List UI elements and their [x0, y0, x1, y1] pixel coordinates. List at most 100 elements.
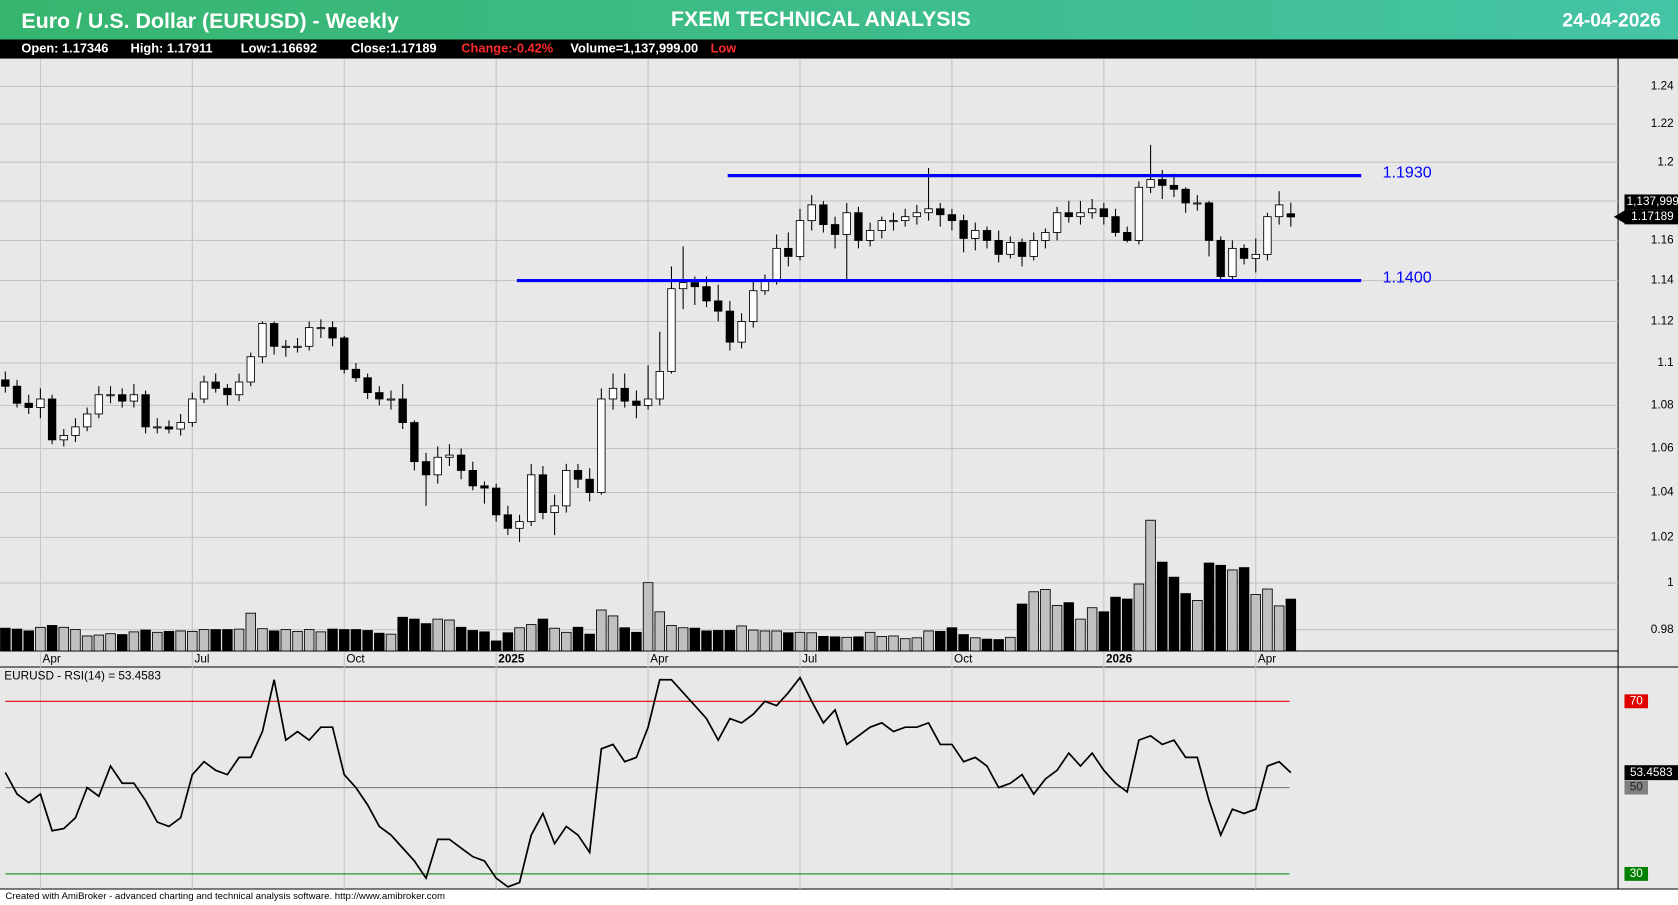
candle-body [971, 230, 980, 239]
y-tick-label: 1.06 [1651, 442, 1674, 455]
candle-body [562, 469, 571, 507]
candle-body [386, 398, 396, 401]
volume-bar [58, 626, 70, 652]
candle-body [106, 394, 115, 397]
x-tick-label: Jul [194, 653, 209, 666]
y-tick-label: 1 [1667, 576, 1674, 589]
candle-body [1204, 202, 1214, 241]
last-value-box [1624, 765, 1678, 781]
level-annotation-label: 1.1400 [1383, 269, 1432, 287]
candle-body [772, 247, 781, 281]
volume-bar [1028, 591, 1039, 652]
volume-bar [1285, 598, 1297, 652]
y-tick-label: 0.98 [1651, 623, 1674, 636]
candle-body [819, 204, 828, 225]
last-value-label: 53.4583 [1630, 766, 1673, 779]
volume-bar [864, 631, 876, 652]
volume-bar [689, 627, 701, 652]
volume-bar [1098, 611, 1110, 652]
x-tick-label: Jul [802, 653, 817, 666]
volume-bar [748, 629, 759, 652]
y-tick-label: 70 [1630, 694, 1644, 707]
volume-bar [1075, 618, 1086, 652]
candle-body [947, 214, 957, 222]
volume-bar [1215, 564, 1226, 652]
candle-body [1228, 247, 1237, 277]
volume-bar [187, 630, 198, 652]
candle-body [830, 224, 840, 235]
volume-bar [561, 631, 572, 652]
candle-body [328, 327, 337, 339]
candle-body [620, 387, 629, 402]
volume-bar [81, 635, 93, 652]
candle-body [1123, 232, 1132, 241]
volume-bar [374, 632, 385, 652]
y-tick-label: 1.14 [1651, 274, 1674, 287]
volume-bar [876, 635, 888, 652]
candle-body [737, 321, 746, 343]
info-item: Open: 1.17346 [21, 40, 108, 55]
volume-bar [607, 615, 619, 652]
candle-body [421, 461, 431, 476]
volume-bar [537, 618, 549, 652]
volume-bar [0, 627, 11, 652]
candle-body [1052, 212, 1062, 233]
volume-bar [70, 629, 81, 652]
candle-body [1146, 179, 1155, 188]
candle-body [550, 505, 559, 514]
candle-body [982, 230, 992, 241]
volume-bar [1273, 605, 1285, 652]
candle-body [141, 394, 150, 428]
rsi-title: EURUSD - RSI(14) = 53.4583 [4, 670, 161, 683]
candle-body [854, 212, 863, 241]
volume-bar [11, 628, 23, 652]
candle-body [936, 208, 945, 216]
volume-bar [783, 632, 794, 652]
x-tick-label: 2026 [1106, 653, 1133, 666]
header-bar [0, 0, 1678, 40]
candle-body [1286, 213, 1295, 218]
volume-bar [631, 631, 642, 652]
volume-bar [152, 631, 163, 652]
volume-bar [198, 629, 210, 652]
volume-bar [1016, 603, 1028, 652]
candle-body [865, 230, 875, 241]
volume-bar [420, 623, 432, 652]
volume-bar [245, 612, 257, 652]
candle-body [445, 454, 454, 458]
info-item: Close:1.17189 [351, 40, 437, 55]
last-volume-box [1624, 194, 1678, 210]
info-bar [0, 39, 1678, 59]
volume-bar [1063, 602, 1075, 652]
y-tick-label: 30 [1630, 867, 1644, 880]
volume-bar [1238, 567, 1250, 652]
candle-body [176, 422, 185, 430]
candle-body [643, 398, 653, 406]
volume-bar [1180, 593, 1191, 652]
candle-body [491, 487, 501, 516]
volume-bar [934, 630, 946, 652]
candle-body [82, 413, 92, 428]
candle-body [258, 323, 267, 358]
plot-background [0, 58, 1678, 889]
candle-body [468, 469, 477, 487]
volume-bar [257, 628, 268, 652]
volume-bar [327, 628, 338, 652]
candle-body [795, 220, 805, 257]
candle-body [924, 208, 933, 214]
candle-body [94, 394, 104, 415]
candle-body [1134, 186, 1144, 241]
volume-bar [467, 630, 479, 652]
candle-body [211, 381, 220, 389]
candle-body [129, 394, 139, 402]
candle-body [398, 398, 407, 423]
candle-body [538, 474, 548, 514]
candle-body [433, 456, 442, 476]
candle-body [714, 300, 723, 312]
candle-body [1, 379, 10, 387]
candle-body [293, 345, 302, 348]
volume-bar [1203, 562, 1215, 652]
volume-bar [1040, 589, 1051, 652]
volume-bar [233, 628, 245, 652]
